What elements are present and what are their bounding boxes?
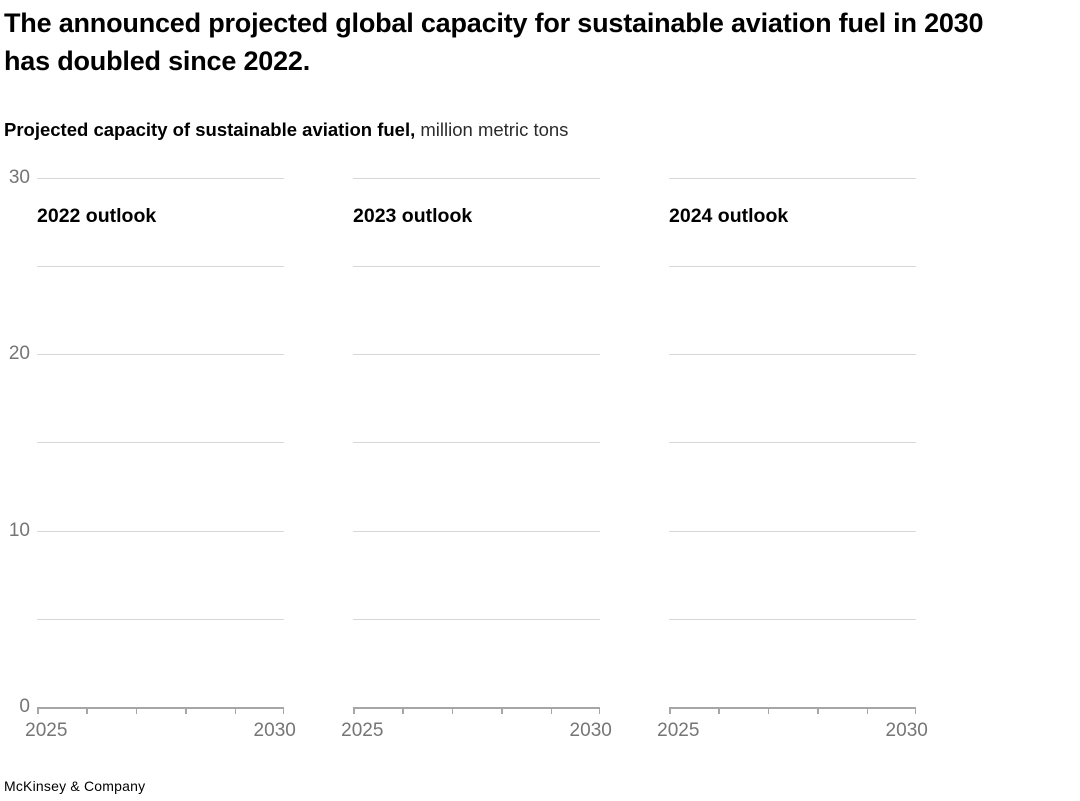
x-axis-tick <box>767 707 770 714</box>
x-axis-end-label: 2030 <box>253 720 296 741</box>
x-axis-line <box>353 707 600 714</box>
gridline <box>37 442 284 444</box>
x-axis-tick <box>550 707 553 714</box>
gridline <box>353 177 600 179</box>
x-axis-tick <box>669 707 671 714</box>
chart-panel: 2022 outlook 2025 2030 <box>25 0 296 801</box>
subtitle-units-label: million metric tons <box>415 119 569 140</box>
gridline <box>669 530 916 532</box>
gridline <box>353 442 600 444</box>
gridline <box>353 354 600 355</box>
x-axis-tick <box>451 707 454 714</box>
y-axis-tick-label: 20 <box>8 343 30 364</box>
gridline <box>37 530 284 532</box>
x-axis-line <box>669 707 916 714</box>
gridline <box>37 265 284 267</box>
x-axis-start-label: 2025 <box>25 720 68 741</box>
x-axis-start-label: 2025 <box>341 720 384 741</box>
panel-title: 2023 outlook <box>353 205 473 227</box>
panel-title: 2022 outlook <box>37 205 157 227</box>
x-axis-tick <box>501 707 503 714</box>
x-axis-tick <box>86 707 88 714</box>
x-axis-tick <box>37 707 39 714</box>
x-axis-start-label: 2025 <box>657 720 700 741</box>
gridline <box>353 265 600 267</box>
gridline <box>669 354 916 355</box>
x-axis-end-label: 2030 <box>569 720 612 741</box>
page-title: The announced projected global capacity … <box>4 8 984 76</box>
chart-panel: 2024 outlook 2025 2030 <box>657 0 928 801</box>
gridline <box>37 618 284 620</box>
x-axis-line <box>37 707 284 714</box>
subtitle-measure-label: Projected capacity of sustainable aviati… <box>4 119 416 140</box>
y-axis-tick-label: 10 <box>8 519 30 541</box>
x-axis-tick <box>282 707 284 714</box>
panel-title: 2024 outlook <box>669 205 789 227</box>
gridline <box>37 177 284 179</box>
x-axis-tick <box>353 707 355 714</box>
x-axis-tick <box>718 707 720 714</box>
x-axis-tick <box>598 707 600 714</box>
x-axis-tick <box>866 707 869 714</box>
x-axis-tick <box>135 707 138 714</box>
gridline <box>669 618 916 620</box>
x-axis-end-label: 2030 <box>885 720 928 741</box>
gridline <box>353 618 600 620</box>
y-axis-tick-label: 30 <box>8 166 30 188</box>
x-axis-tick <box>817 707 819 714</box>
x-axis-tick <box>914 707 916 714</box>
gridline <box>669 265 916 267</box>
gridline <box>353 530 600 532</box>
source-attribution: McKinsey & Company <box>4 778 146 794</box>
x-axis-tick <box>402 707 404 714</box>
x-axis-tick <box>234 707 237 714</box>
y-axis-tick-label: 0 <box>19 696 30 717</box>
x-axis-tick <box>185 707 187 714</box>
gridline <box>669 177 916 179</box>
chart-subtitle: Projected capacity of sustainable aviati… <box>4 118 568 142</box>
gridline <box>37 354 284 355</box>
gridline <box>669 442 916 444</box>
chart-panel: 2023 outlook 2025 2030 <box>341 0 612 801</box>
